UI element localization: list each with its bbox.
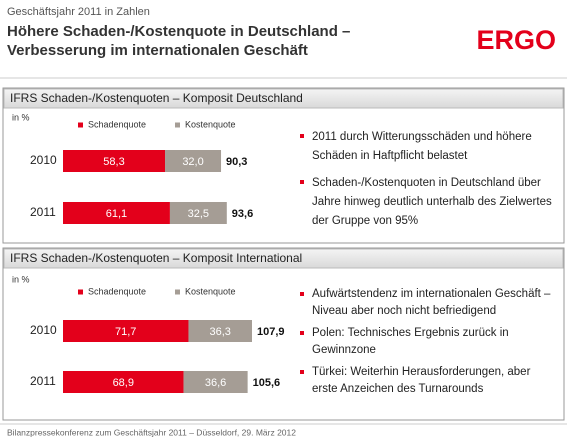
- value-label: 32,5: [188, 208, 209, 220]
- total-label: 90,3: [226, 156, 247, 168]
- legend-label: Schadenquote: [88, 119, 146, 129]
- logo: ERGO: [476, 25, 556, 55]
- panel-header: [3, 248, 564, 269]
- value-label: 61,1: [106, 208, 127, 220]
- legend-swatch: [175, 289, 180, 295]
- panel: [2, 247, 565, 421]
- bullet: 2011 durch Witterungsschäden und höhere …: [298, 128, 556, 166]
- bar-segment: [63, 202, 170, 224]
- footer: Bilanzpressekonferenz zum Geschäftsjahr …: [7, 427, 296, 437]
- bullet: Schaden-/Kostenquoten in Deutschland übe…: [298, 174, 556, 231]
- unit-label: in %: [12, 112, 30, 122]
- category-label: 2011: [30, 374, 56, 388]
- value-label: 32,0: [182, 156, 203, 168]
- bullet-list: 2011 durch Witterungsschäden und höhere …: [298, 128, 556, 239]
- legend-swatch: [78, 122, 83, 128]
- value-label: 58,3: [103, 156, 124, 168]
- panel-title: IFRS Schaden-/Kostenquoten – Komposit De…: [10, 91, 303, 105]
- bar-segment: [188, 320, 252, 342]
- bar-segment: [165, 150, 222, 172]
- unit-label: in %: [12, 274, 30, 284]
- bar-segment: [63, 150, 166, 172]
- bar-segment: [183, 371, 248, 393]
- category-label: 2010: [30, 153, 57, 167]
- bar-segment: [63, 371, 184, 393]
- total-label: 107,9: [257, 326, 285, 338]
- bar-segment: [169, 202, 227, 224]
- panel-header: [3, 88, 564, 109]
- value-label: 71,7: [115, 326, 136, 338]
- legend-label: Schadenquote: [88, 286, 146, 296]
- legend-label: Kostenquote: [185, 286, 236, 296]
- bullet: Polen: Technisches Ergebnis zurück in Ge…: [298, 325, 556, 358]
- legend-label: Kostenquote: [185, 119, 236, 129]
- value-label: 36,6: [205, 377, 226, 389]
- kicker: Geschäftsjahr 2011 in Zahlen: [7, 6, 150, 18]
- title-line: Verbesserung im internationalen Geschäft: [7, 42, 308, 59]
- panel-title: IFRS Schaden-/Kostenquoten – Komposit In…: [10, 251, 302, 265]
- total-label: 93,6: [232, 208, 253, 220]
- bullet-list: Aufwärtstendenz im internationalen Gesch…: [298, 286, 556, 403]
- total-label: 105,6: [253, 377, 281, 389]
- legend-swatch: [78, 289, 83, 295]
- category-label: 2010: [30, 323, 57, 337]
- value-label: 68,9: [113, 377, 134, 389]
- bullet: Türkei: Weiterhin Herausforderungen, abe…: [298, 364, 556, 397]
- panel: [2, 87, 565, 244]
- category-label: 2011: [30, 205, 56, 219]
- bar-segment: [63, 320, 189, 342]
- legend-swatch: [175, 122, 180, 128]
- value-label: 36,3: [210, 326, 231, 338]
- bullet: Aufwärtstendenz im internationalen Gesch…: [298, 286, 556, 319]
- title-line: Höhere Schaden-/Kostenquote in Deutschla…: [7, 23, 350, 40]
